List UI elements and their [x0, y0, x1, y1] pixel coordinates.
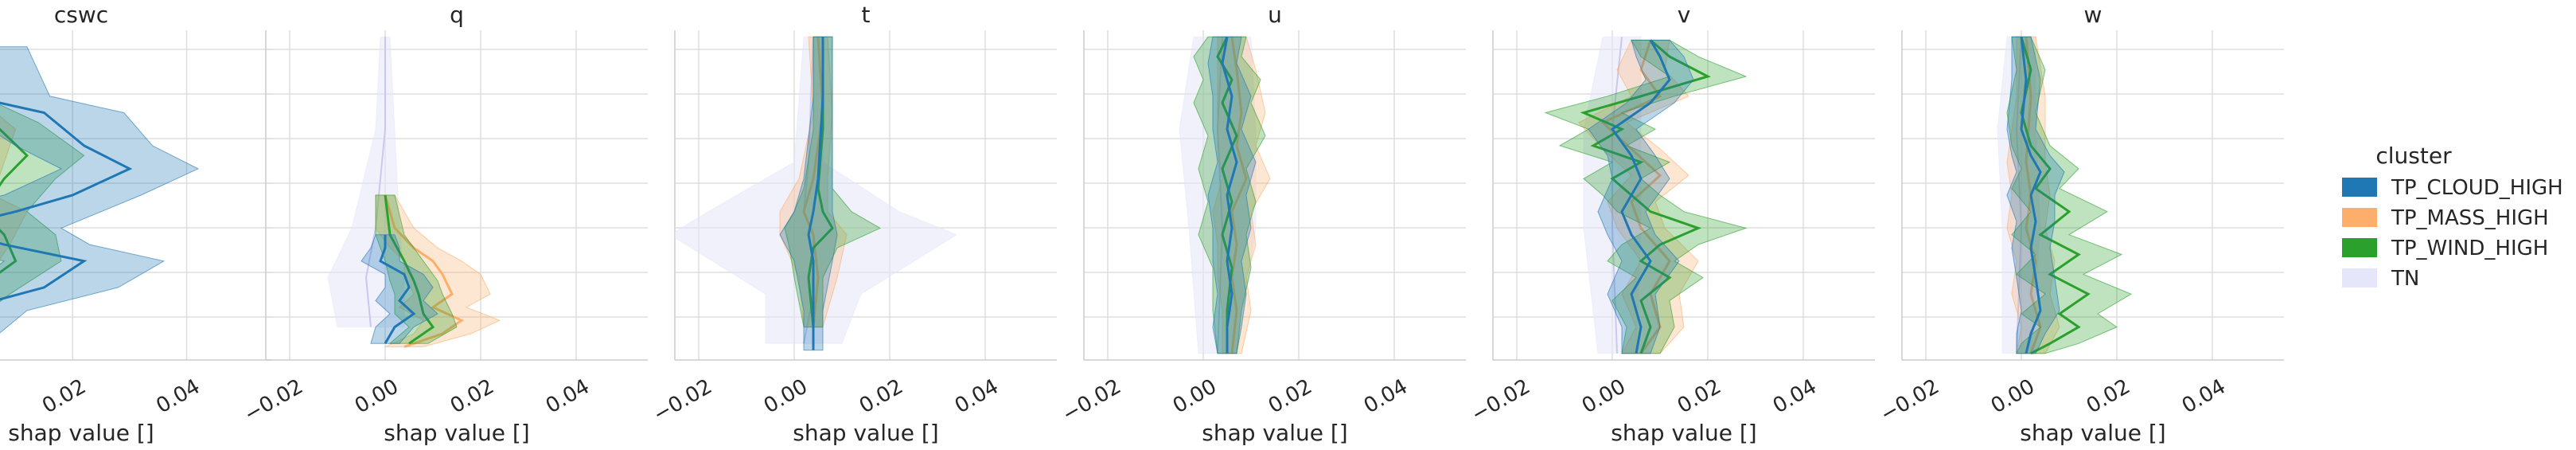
line-TN — [2015, 37, 2023, 354]
band-TP_CLOUD_HIGH — [0, 46, 200, 334]
line-TP_CLOUD_HIGH — [0, 101, 133, 301]
legend-label: TP_MASS_HIGH — [2391, 206, 2549, 230]
band-TP_CLOUD_HIGH — [1207, 36, 1257, 354]
xtick-label: 0.00 — [1578, 374, 1630, 418]
band-TP_WIND_HIGH — [0, 104, 85, 303]
panel-title-cswc: cswc — [54, 2, 108, 28]
band-TP_MASS_HIGH — [375, 194, 501, 347]
xtick-label: 0.04 — [2178, 374, 2230, 418]
xtick-label: 0.04 — [542, 374, 594, 418]
xtick-label: 0.02 — [2083, 374, 2134, 418]
xtick-label: 0.04 — [1360, 374, 1412, 418]
legend-label: TP_WIND_HIGH — [2391, 237, 2548, 260]
panel-t: t −0.02 0.00 0.02 0.04 shap value [] — [649, 2, 1057, 446]
xtick-label: 0.00 — [1169, 374, 1221, 418]
plot-area-v — [1544, 36, 1748, 354]
line-TP_CLOUD_HIGH — [1610, 39, 1671, 354]
line-TP_WIND_HIGH — [807, 37, 834, 327]
xaxis-label-t: shap value [] — [793, 420, 938, 446]
band-TP_CLOUD_HIGH — [2006, 36, 2065, 354]
band-TP_MASS_HIGH — [0, 115, 28, 260]
xtick-label: −0.02 — [240, 374, 307, 427]
plot-area-q — [327, 36, 501, 348]
legend-swatch — [2342, 178, 2377, 197]
xtick-label: 0.04 — [951, 374, 1003, 418]
line-TP_MASS_HIGH — [1230, 37, 1248, 354]
xtick-label: −0.02 — [1058, 374, 1125, 427]
panel-u: u −0.02 0.00 0.02 0.04 shap value [] — [1058, 2, 1466, 446]
legend-label: TN — [2391, 267, 2419, 291]
line-TP_WIND_HIGH — [2020, 36, 2091, 355]
xaxis-label-q: shap value [] — [384, 420, 529, 446]
line-TP_CLOUD_HIGH — [379, 234, 416, 345]
line-TP_CLOUD_HIGH — [807, 37, 824, 350]
xaxis-label-w: shap value [] — [2020, 420, 2165, 446]
grid-u — [1084, 30, 1466, 360]
legend-swatch — [2342, 238, 2377, 257]
xaxis-label-v: shap value [] — [1611, 420, 1756, 446]
xtick-label: 0.02 — [855, 374, 907, 418]
panel-v: v −0.02 0.00 0.02 0.04 shap value [] — [1467, 2, 1875, 446]
legend-title: cluster — [2375, 143, 2452, 169]
panel-title-u: u — [1268, 2, 1282, 28]
xtick-label: 0.00 — [351, 374, 403, 418]
xtick-label: 0.02 — [1265, 374, 1316, 418]
xtick-label: 0.00 — [760, 374, 812, 418]
xtick-label: 0.02 — [1674, 374, 1725, 418]
line-TP_CLOUD_HIGH — [1221, 37, 1238, 354]
band-TP_CLOUD_HIGH — [1588, 39, 1694, 354]
plot-area-w — [1997, 36, 2133, 355]
panel-w: w −0.02 0.00 0.02 0.04 shap value [] — [1876, 2, 2284, 446]
xtick-label: −0.02 — [1876, 374, 1943, 427]
xtick-label: 0.02 — [446, 374, 498, 418]
plot-area-cswc — [0, 46, 200, 334]
panel-title-q: q — [450, 2, 464, 28]
legend-swatch — [2342, 268, 2377, 288]
xtick-label: 0.00 — [1987, 374, 2039, 418]
line-TP_CLOUD_HIGH — [2020, 37, 2042, 354]
xaxis-label-u: shap value [] — [1202, 420, 1347, 446]
legend: cluster TP_CLOUD_HIGH TP_MASS_HIGH TP_WIND_… — [2342, 143, 2563, 291]
xtick-label: 0.02 — [38, 374, 90, 418]
legend-label: TP_CLOUD_HIGH — [2391, 176, 2563, 200]
line-TN — [1216, 37, 1224, 354]
panel-title-w: w — [2084, 2, 2102, 28]
line-TP_MASS_HIGH — [384, 194, 465, 348]
xtick-label: −0.02 — [649, 374, 716, 427]
line-TP_WIND_HIGH — [384, 194, 435, 345]
plot-area-t — [675, 36, 958, 351]
panel-q: q −0.02 0.00 0.02 0.04 shap value [] — [240, 2, 648, 446]
legend-swatch — [2342, 208, 2377, 227]
xtick-label: −0.02 — [1467, 374, 1534, 427]
xaxis-label-cswc: shap value [] — [8, 420, 154, 446]
xtick-label: 0.04 — [152, 374, 204, 418]
panel-title-v: v — [1678, 2, 1691, 28]
panel-title-t: t — [862, 2, 871, 28]
plot-area-u — [1179, 36, 1271, 354]
xtick-label: 0.04 — [1769, 374, 1821, 418]
